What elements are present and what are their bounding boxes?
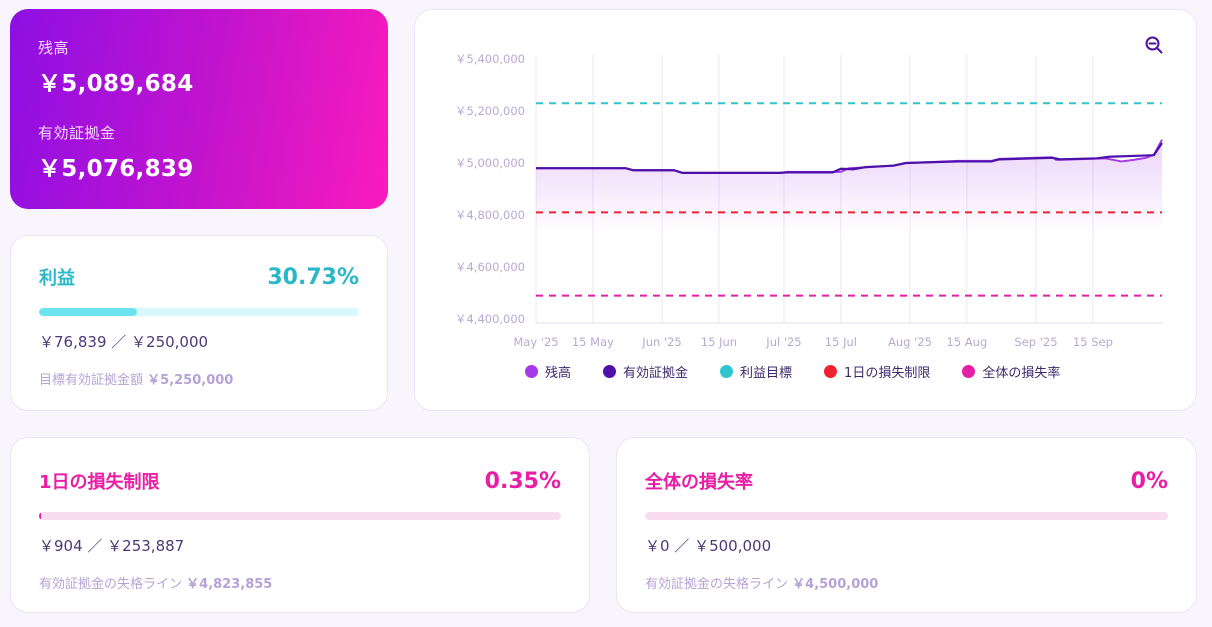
total-loss-percent: 0% [1130, 468, 1168, 494]
daily-loss-progress-bar [39, 512, 561, 520]
legend-item[interactable]: 有効証拠金 [603, 362, 688, 381]
chart-legend: 残高 有効証拠金 利益目標 1日の損失制限 全体の損失率 [525, 362, 1060, 381]
y-tick-label: ￥4,400,000 [455, 312, 525, 326]
y-tick-label: ￥5,000,000 [455, 156, 525, 170]
legend-dot [720, 365, 734, 378]
y-tick-label: ￥4,600,000 [455, 260, 525, 274]
x-tick-label: Jul '25 [765, 335, 801, 349]
equity-value: ￥5,076,839 [38, 156, 194, 182]
daily-loss-line: 有効証拠金の失格ライン ￥4,823,855 [39, 573, 561, 592]
balance-area [536, 139, 1162, 235]
balance-value: ￥5,089,684 [38, 71, 194, 97]
profit-target-value: ￥5,250,000 [147, 373, 234, 388]
zoom-out-icon[interactable] [1143, 34, 1165, 56]
x-tick-label: 15 Aug [947, 335, 988, 349]
profit-header: 利益 30.73% [39, 264, 359, 290]
daily-loss-progress-fill [39, 512, 41, 520]
profit-amounts: ￥76,839 ／ ￥250,000 [39, 333, 209, 351]
legend-label: 全体の損失率 [982, 366, 1061, 381]
balance-card: 残高 ￥5,089,684 有効証拠金 ￥5,076,839 [10, 9, 388, 209]
legend-label: 残高 [545, 366, 572, 381]
legend-item[interactable]: 1日の損失制限 [824, 362, 930, 381]
profit-progress-fill [39, 308, 138, 316]
x-tick-label: 15 May [572, 335, 614, 349]
daily-loss-line-value: ￥4,823,855 [186, 577, 273, 592]
profit-target-label: 目標有効証拠金額 [39, 373, 144, 388]
profit-percent: 30.73% [267, 264, 359, 290]
x-tick-label: 15 Jun [701, 335, 737, 349]
daily-loss-header: 1日の損失制限 0.35% [39, 468, 561, 494]
legend-label: 有効証拠金 [623, 366, 689, 381]
series-line [536, 142, 1163, 174]
legend-dot [603, 365, 617, 378]
daily-loss-card: 1日の損失制限 0.35% ￥904 ／ ￥253,887 有効証拠金の失格ライ… [10, 437, 590, 613]
daily-loss-line-label: 有効証拠金の失格ライン [39, 577, 183, 592]
chart-card: ￥5,400,000 ￥5,200,000 ￥5,000,000 ￥4,800,000… [414, 9, 1197, 411]
total-loss-line-value: ￥4,500,000 [792, 577, 879, 592]
equity-chart: ￥5,400,000 ￥5,200,000 ￥5,000,000 ￥4,800,000… [455, 52, 1163, 349]
legend-dot [962, 365, 976, 378]
y-tick-label: ￥5,400,000 [455, 52, 525, 66]
daily-loss-amounts: ￥904 ／ ￥253,887 [39, 537, 185, 555]
profit-target: 目標有効証拠金額 ￥5,250,000 [39, 369, 359, 388]
y-tick-label: ￥4,800,000 [455, 208, 525, 222]
total-loss-card: 全体の損失率 0% ￥0 ／ ￥500,000 有効証拠金の失格ライン ￥4,5… [616, 437, 1197, 613]
legend-dot [525, 365, 538, 378]
legend-dot [824, 365, 838, 378]
legend-item[interactable]: 残高 [525, 362, 571, 381]
daily-loss-percent: 0.35% [484, 468, 561, 494]
total-loss-line: 有効証拠金の失格ライン ￥4,500,000 [645, 573, 1168, 592]
legend-label: 1日の損失制限 [844, 366, 931, 381]
balance-label: 残高 [38, 39, 70, 57]
legend-item[interactable]: 利益目標 [720, 362, 792, 381]
total-loss-amounts: ￥0 ／ ￥500,000 [645, 537, 772, 555]
equity-label: 有効証拠金 [38, 124, 116, 142]
total-loss-header: 全体の損失率 0% [645, 468, 1168, 494]
x-tick-label: May '25 [513, 335, 558, 349]
x-tick-label: Jun '25 [641, 335, 681, 349]
total-loss-title: 全体の損失率 [645, 472, 753, 493]
total-loss-progress-bar [645, 512, 1168, 520]
profit-progress-bar [39, 308, 359, 316]
daily-loss-title: 1日の損失制限 [39, 472, 160, 493]
x-tick-label: Sep '25 [1014, 335, 1057, 349]
profit-card: 利益 30.73% ￥76,839 ／ ￥250,000 目標有効証拠金額 ￥5… [10, 235, 388, 411]
legend-label: 利益目標 [740, 366, 793, 381]
x-tick-label: 15 Jul [825, 335, 857, 349]
x-tick-label: 15 Sep [1073, 335, 1113, 349]
total-loss-line-label: 有効証拠金の失格ライン [645, 577, 789, 592]
legend-item[interactable]: 全体の損失率 [962, 362, 1060, 381]
x-tick-label: Aug '25 [888, 335, 932, 349]
y-tick-label: ￥5,200,000 [455, 104, 525, 118]
profit-title: 利益 [39, 268, 75, 289]
